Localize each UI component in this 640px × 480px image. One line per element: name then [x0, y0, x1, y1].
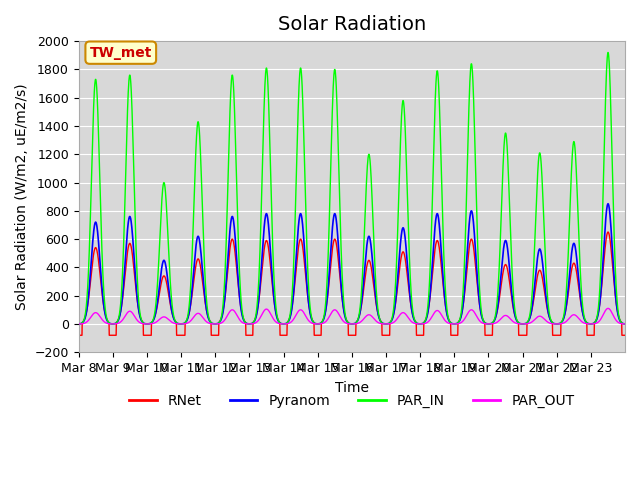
Legend: RNet, Pyranom, PAR_IN, PAR_OUT: RNet, Pyranom, PAR_IN, PAR_OUT — [124, 388, 580, 414]
Line: PAR_OUT: PAR_OUT — [79, 308, 625, 324]
PAR_OUT — [621, 321, 629, 327]
PAR_IN — [248, 321, 255, 326]
Text: TW_met: TW_met — [90, 46, 152, 60]
PAR_IN — [129, 147, 137, 153]
PAR_IN — [75, 321, 83, 327]
Line: Pyranom: Pyranom — [79, 204, 625, 324]
PAR_OUT — [143, 321, 151, 327]
PAR_OUT — [248, 321, 255, 327]
Line: RNet: RNet — [79, 232, 625, 335]
RNet — [621, 332, 629, 338]
X-axis label: Time: Time — [335, 381, 369, 395]
PAR_OUT — [614, 319, 621, 325]
Pyranom — [129, 242, 137, 248]
Line: PAR_IN: PAR_IN — [79, 52, 625, 324]
RNet — [604, 229, 612, 235]
PAR_IN — [547, 318, 555, 324]
PAR_OUT — [75, 321, 83, 327]
Pyranom — [604, 201, 612, 207]
PAR_IN — [614, 304, 621, 310]
Pyranom — [75, 321, 83, 327]
Pyranom — [143, 321, 151, 327]
PAR_IN — [385, 321, 392, 326]
Pyranom — [614, 310, 621, 316]
RNet — [547, 318, 555, 324]
RNet — [75, 332, 83, 338]
PAR_OUT — [547, 321, 555, 326]
Pyranom — [621, 321, 629, 327]
Pyranom — [248, 321, 255, 326]
PAR_IN — [516, 321, 524, 326]
RNet — [516, 332, 524, 338]
PAR_IN — [143, 321, 151, 327]
PAR_OUT — [516, 321, 524, 327]
Pyranom — [547, 319, 555, 324]
PAR_IN — [621, 321, 629, 327]
PAR_OUT — [129, 311, 137, 317]
Pyranom — [385, 321, 392, 326]
RNet — [129, 259, 137, 265]
PAR_OUT — [385, 321, 392, 327]
RNet — [247, 332, 255, 338]
PAR_IN — [604, 49, 612, 55]
PAR_OUT — [604, 305, 612, 311]
Title: Solar Radiation: Solar Radiation — [278, 15, 426, 34]
Pyranom — [516, 321, 524, 326]
RNet — [614, 308, 621, 314]
Y-axis label: Solar Radiation (W/m2, uE/m2/s): Solar Radiation (W/m2, uE/m2/s) — [15, 84, 29, 310]
RNet — [385, 332, 392, 338]
